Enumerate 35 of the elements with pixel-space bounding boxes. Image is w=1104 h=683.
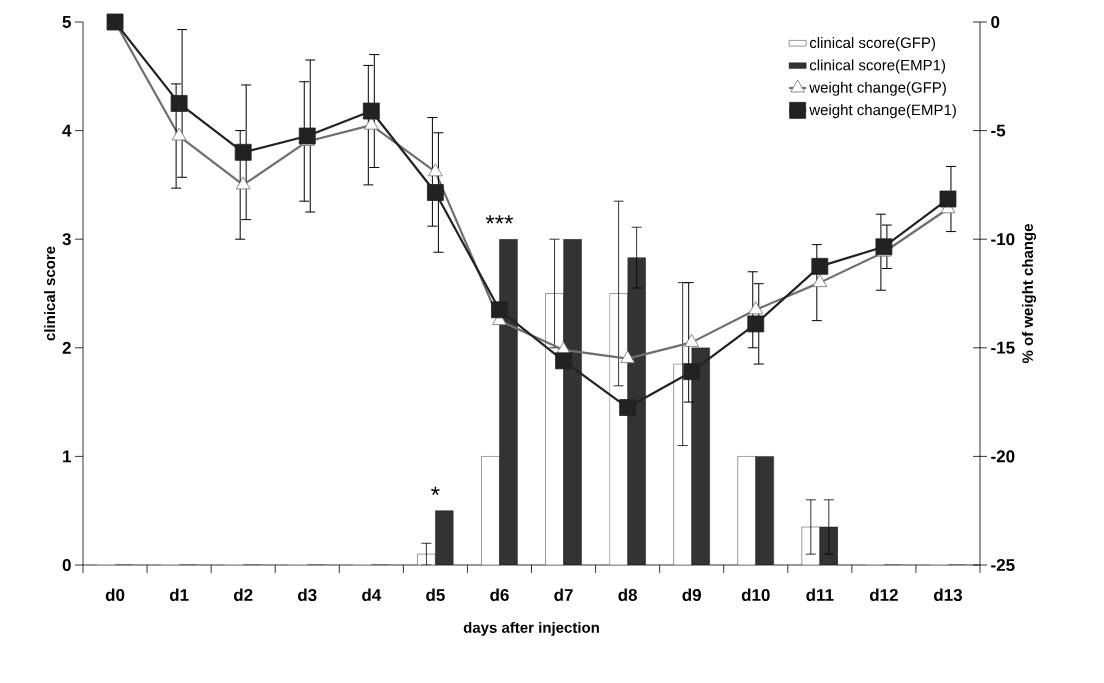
legend-label: clinical score(EMP1) <box>809 59 946 74</box>
y2-tick-label: 0 <box>991 15 1000 29</box>
y-tick-label: 2 <box>62 341 71 354</box>
legend-label: weight change(GFP) <box>809 81 946 96</box>
x-tick-label: d1 <box>169 588 189 602</box>
y-tick-label: 1 <box>63 450 72 463</box>
y2-axis-title: % of weight change <box>1021 224 1037 364</box>
x-tick-label: d9 <box>682 588 701 602</box>
legend-label: weight change(EMP1) <box>809 104 956 119</box>
x-tick-label: d3 <box>298 588 317 602</box>
annotation: *** <box>485 215 514 224</box>
x-tick-label: d8 <box>618 588 638 602</box>
x-tick-label: d6 <box>490 588 509 602</box>
x-tick-label: d0 <box>105 588 125 602</box>
annotation: * <box>431 486 440 496</box>
x-tick-label: d11 <box>806 588 834 602</box>
x-tick-label: d4 <box>362 588 382 602</box>
y2-tick-label: -20 <box>991 450 1015 463</box>
y-tick-label: 5 <box>62 16 72 28</box>
x-tick-label: d7 <box>554 588 573 602</box>
x-tick-label: d2 <box>233 588 253 602</box>
x-tick-label: d5 <box>426 588 445 602</box>
y2-tick-label: -10 <box>991 233 1015 246</box>
legend-label: clinical score(GFP) <box>809 37 936 52</box>
y-tick-label: 3 <box>62 233 71 246</box>
y-tick-label: 0 <box>62 558 71 572</box>
y2-tick-label: -25 <box>991 558 1015 572</box>
y-axis-title: clinical score <box>44 246 56 341</box>
x-tick-label: d13 <box>934 588 962 602</box>
x-tick-label: d12 <box>869 588 898 602</box>
y-tick-label: 4 <box>62 124 72 137</box>
x-axis-title: days after injection <box>463 621 599 636</box>
y2-tick-label: -5 <box>991 124 1006 137</box>
y2-tick-label: -15 <box>991 341 1015 354</box>
x-tick-label: d10 <box>741 588 770 602</box>
